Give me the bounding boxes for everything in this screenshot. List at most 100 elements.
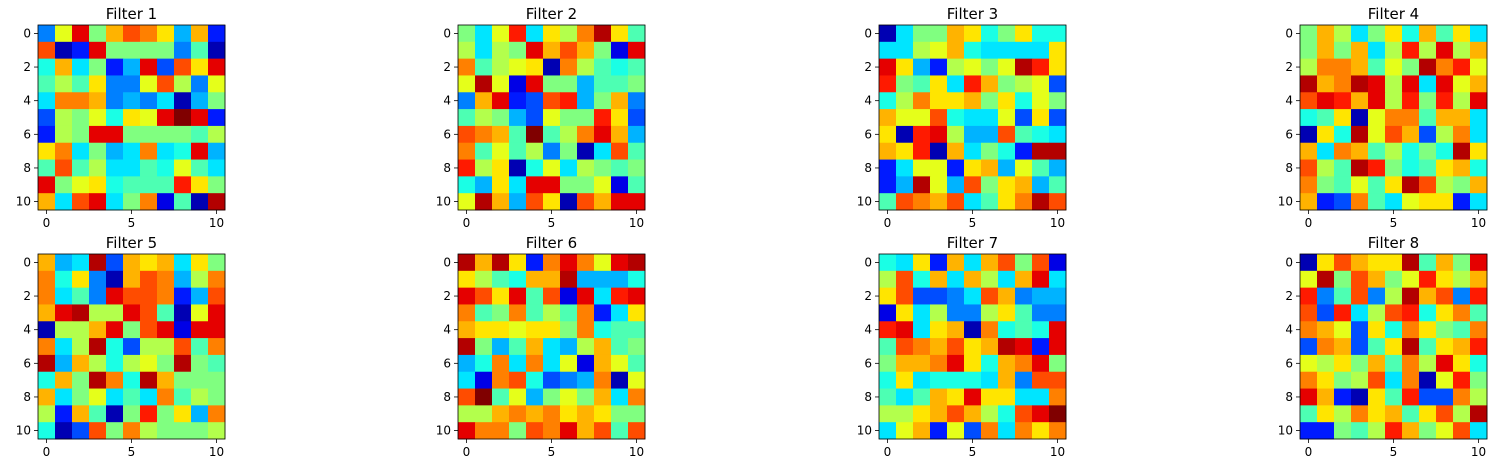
heatmap-cell — [191, 304, 209, 322]
heatmap-cell — [879, 125, 897, 144]
heatmap-cell — [1300, 25, 1318, 43]
heatmap-cell — [55, 125, 73, 144]
heatmap-cell — [594, 304, 612, 322]
heatmap-cell — [1368, 92, 1386, 110]
heatmap-cell — [930, 371, 948, 389]
heatmap-cell — [191, 254, 209, 272]
heatmap-cell — [1453, 354, 1471, 373]
y-tick-label: 6 — [23, 356, 31, 370]
heatmap-cell — [1015, 142, 1033, 160]
heatmap-cell — [509, 405, 527, 423]
heatmap-cell — [72, 354, 90, 373]
heatmap-cell — [930, 304, 948, 322]
heatmap-cell — [896, 321, 914, 339]
heatmap-cell — [1385, 287, 1403, 305]
heatmap-cell — [879, 41, 897, 60]
heatmap-cell — [1402, 159, 1420, 177]
heatmap-cell — [1419, 25, 1437, 43]
heatmap-cell — [1032, 159, 1050, 177]
heatmap-cell — [896, 41, 914, 60]
heatmap-cell — [1032, 371, 1050, 389]
heatmap-cell — [526, 422, 544, 440]
heatmap-cell — [998, 92, 1016, 110]
heatmap-cell — [1385, 405, 1403, 423]
heatmap-cell — [458, 25, 476, 43]
heatmap-cell — [123, 142, 141, 160]
heatmap-cell — [896, 371, 914, 389]
heatmap-cell — [526, 254, 544, 272]
heatmap-cell — [157, 405, 175, 423]
heatmap-cell — [1419, 58, 1437, 76]
heatmap-cell — [89, 75, 107, 93]
heatmap-cell — [38, 304, 56, 322]
heatmap-cell — [157, 304, 175, 322]
heatmap-cell — [964, 405, 982, 423]
heatmap-cell — [577, 25, 595, 43]
heatmap-cell — [1436, 287, 1454, 305]
heatmap-cell — [611, 92, 629, 110]
heatmap-cell — [1015, 338, 1033, 356]
heatmap-cell — [1368, 176, 1386, 194]
heatmap-cell — [1470, 304, 1488, 322]
heatmap-cell — [1049, 321, 1067, 339]
heatmap-cell — [1368, 58, 1386, 76]
heatmap-cell — [72, 41, 90, 60]
heatmap-cell — [1453, 25, 1471, 43]
heatmap-cell — [560, 338, 578, 356]
heatmap-cell — [140, 109, 158, 127]
heatmap-cell — [913, 142, 931, 160]
heatmap-cell — [981, 193, 999, 211]
heatmap-cell — [106, 304, 124, 322]
heatmap-cell — [930, 41, 948, 60]
heatmap-cell — [458, 304, 476, 322]
heatmap-cell — [896, 142, 914, 160]
heatmap-cell — [157, 254, 175, 272]
x-tick-label: 0 — [1305, 216, 1313, 230]
heatmap-cell — [611, 304, 629, 322]
heatmap-cell — [1015, 125, 1033, 144]
heatmap-cell — [1368, 321, 1386, 339]
heatmap-cell — [458, 159, 476, 177]
heatmap-cell — [38, 354, 56, 373]
heatmap-cell — [1334, 58, 1352, 76]
heatmap-cell — [1368, 75, 1386, 93]
heatmap-cell — [1419, 422, 1437, 440]
heatmap-cell — [543, 254, 561, 272]
heatmap-panel-1: Filter 1 0 5 10 0 2 4 6 8 10 — [16, 5, 226, 230]
heatmap-cell — [1049, 142, 1067, 160]
heatmap-cell — [1300, 58, 1318, 76]
heatmap-cell — [611, 176, 629, 194]
heatmap-cell — [140, 125, 158, 144]
heatmap-cell — [964, 321, 982, 339]
heatmap-cell — [1385, 176, 1403, 194]
heatmap-cell — [628, 388, 646, 406]
heatmap-cell — [1470, 354, 1488, 373]
heatmap-cell — [1470, 142, 1488, 160]
heatmap-cell — [1385, 304, 1403, 322]
heatmap-cell — [879, 405, 897, 423]
heatmap-cell — [1402, 109, 1420, 127]
heatmap-cell — [89, 270, 107, 289]
heatmap-cell — [157, 321, 175, 339]
heatmap-cell — [1436, 388, 1454, 406]
heatmap-cell — [1334, 193, 1352, 211]
heatmap-cell — [947, 125, 965, 144]
heatmap-cell — [998, 270, 1016, 289]
y-tick-label: 8 — [864, 390, 872, 404]
heatmap-cell — [1470, 193, 1488, 211]
heatmap-cell — [947, 304, 965, 322]
heatmap-cell — [628, 58, 646, 76]
heatmap-cell — [1385, 25, 1403, 43]
heatmap-cell — [1402, 422, 1420, 440]
heatmap-cell — [475, 193, 493, 211]
heatmap-cell — [89, 92, 107, 110]
heatmap-cell — [998, 25, 1016, 43]
heatmap-cell — [577, 304, 595, 322]
heatmap-cell — [998, 125, 1016, 144]
heatmap-cell — [1317, 92, 1335, 110]
heatmap-cell — [492, 25, 510, 43]
heatmap-cell — [930, 254, 948, 272]
heatmap-cell — [72, 371, 90, 389]
y-tick-label: 0 — [23, 255, 31, 269]
heatmap-cell — [526, 159, 544, 177]
